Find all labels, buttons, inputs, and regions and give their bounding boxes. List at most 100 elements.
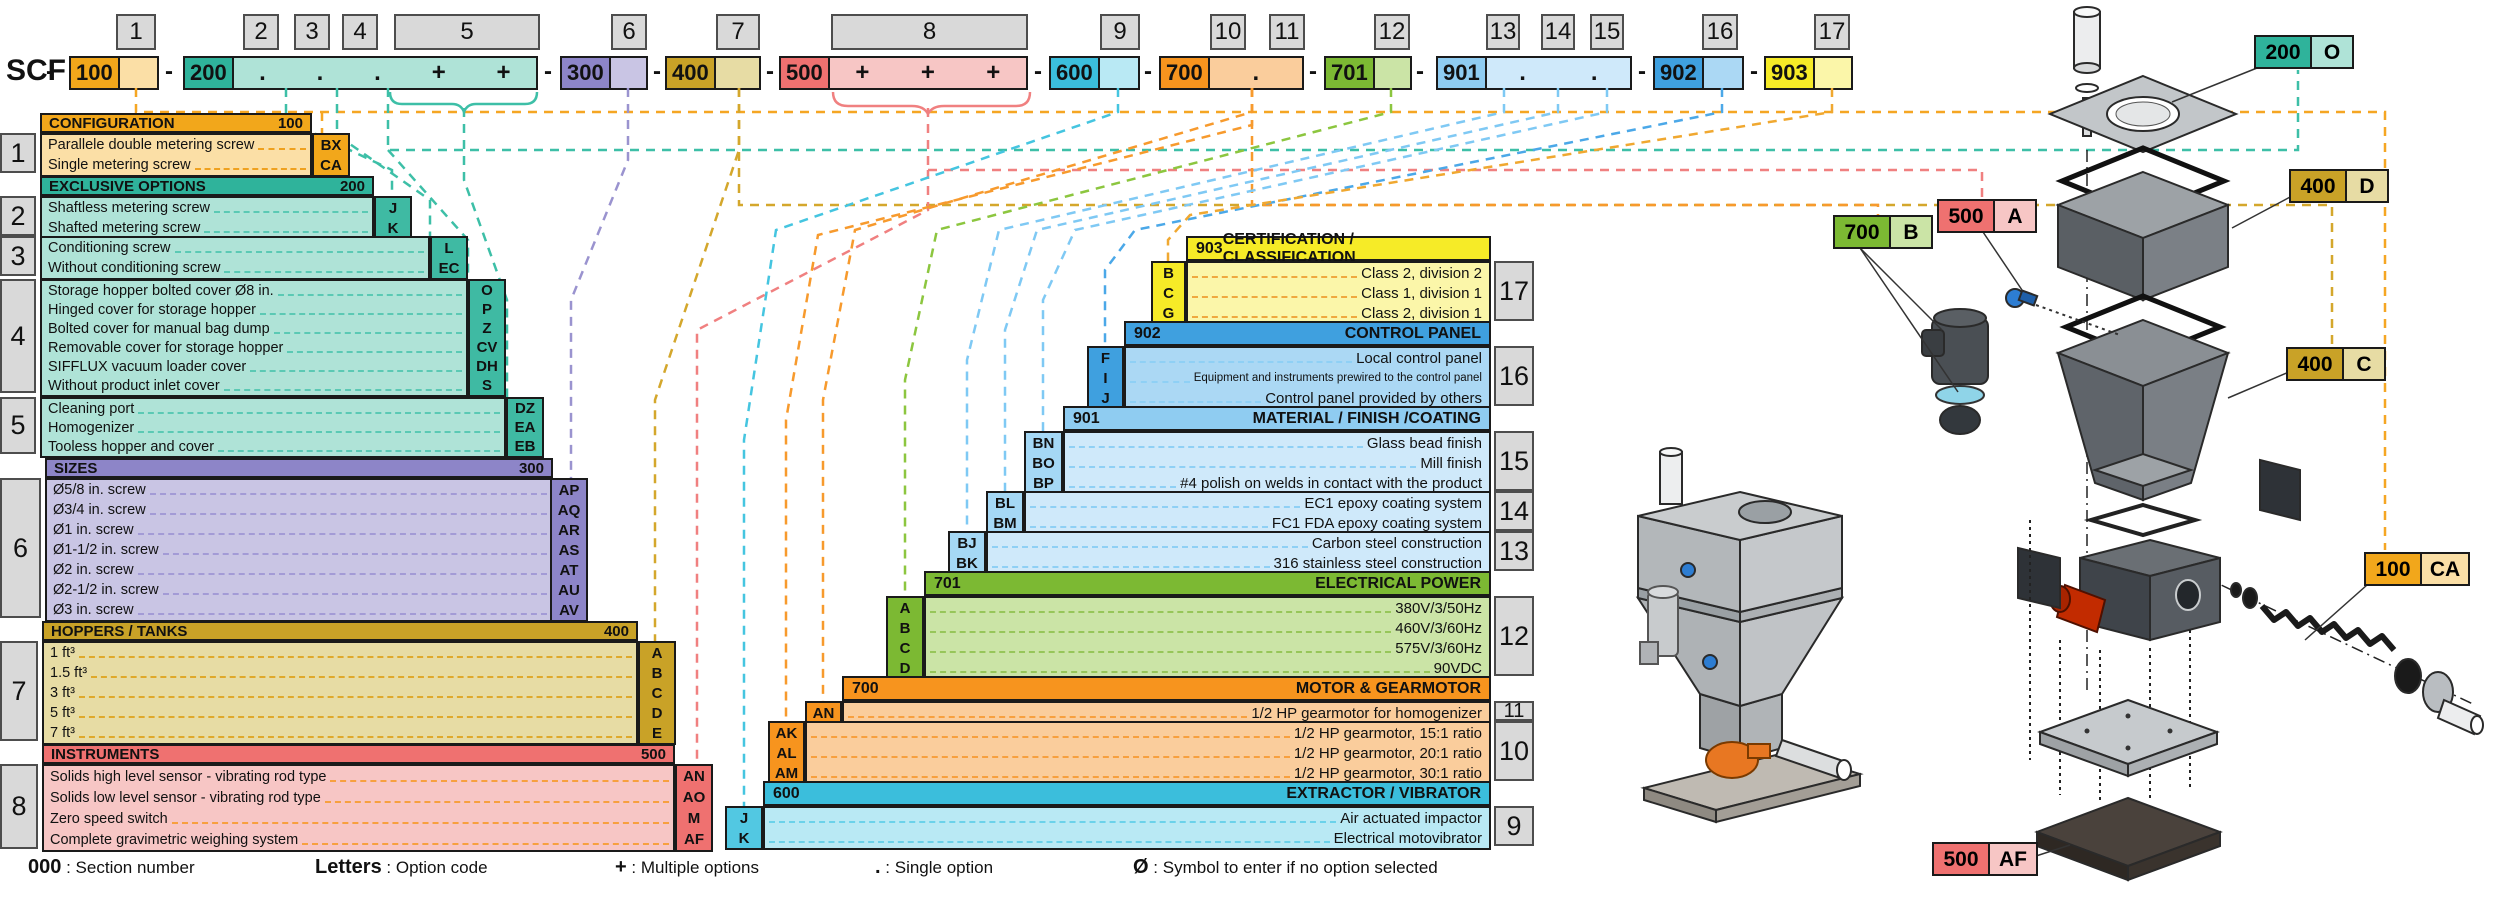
- table-row: 1/2 HP gearmotor, 15:1 ratio: [807, 723, 1489, 743]
- table-row: Ø1-1/2 in. screw: [47, 540, 551, 560]
- legend-single-option: . : Single option: [875, 856, 994, 878]
- table-title: MOTOR & GEARMOTOR: [1295, 679, 1481, 697]
- code-segment-100: 100: [69, 56, 159, 90]
- table-row: 5 ft³: [44, 703, 636, 723]
- separator: -: [1416, 58, 1424, 85]
- table-rows: Glass bead finish Mill finish #4 polish on…: [1063, 431, 1491, 495]
- table-row: Shafted metering screw: [42, 218, 372, 238]
- section-box-4: 4: [0, 279, 36, 393]
- table-row: Without conditioning screw: [42, 258, 428, 278]
- table-row: 316 stainless steel construction: [988, 553, 1489, 573]
- table-row: Solids low level sensor - vibrating rod …: [44, 787, 673, 808]
- table-section: 400: [603, 622, 629, 640]
- assembled-feeder: [1635, 447, 1864, 824]
- table-instruments: INSTRUMENTS 500 Solids high level sensor …: [42, 744, 713, 852]
- section-number-15: 15: [1590, 14, 1624, 50]
- segment-code: 902: [1655, 58, 1704, 88]
- gearmotor: [1921, 308, 1989, 435]
- section-number-1: 1: [116, 14, 156, 50]
- svg-text:500: 500: [1943, 848, 1978, 871]
- table-rows: Solids high level sensor - vibrating rod…: [42, 764, 675, 852]
- table-rows: Conditioning screw Without conditioning s…: [40, 236, 430, 280]
- table-rows: EC1 epoxy coating system FC1 FDA epoxy co…: [1024, 491, 1491, 535]
- table-row: Control panel provided by others: [1126, 388, 1489, 408]
- section-number-9: 9: [1100, 14, 1140, 50]
- table-row: Class 2, division 2: [1188, 263, 1489, 283]
- separator: -: [46, 58, 54, 85]
- legend-no-option-symbol: Ø : Symbol to enter if no option selecte…: [1133, 856, 1438, 878]
- table-row: Conditioning screw: [42, 238, 428, 258]
- table-exclusive-options: EXCLUSIVE OPTIONS 200 Shaftless metering …: [40, 176, 412, 240]
- hopper-cone: [2055, 318, 2231, 502]
- table-section: 700: [852, 679, 879, 697]
- svg-text:O: O: [2324, 41, 2340, 64]
- table-title: EXCLUSIVE OPTIONS: [49, 177, 206, 195]
- table-section: 200: [339, 177, 365, 195]
- table-row: Ø1 in. screw: [47, 520, 551, 540]
- table-title: HOPPERS / TANKS: [51, 622, 188, 640]
- section-box-14: 14: [1494, 491, 1534, 531]
- separator: -: [1638, 58, 1646, 85]
- separator: -: [1309, 58, 1317, 85]
- section-number-5: 5: [394, 14, 540, 50]
- table-rows: 1/2 HP gearmotor, 15:1 ratio 1/2 HP gearm…: [805, 721, 1491, 785]
- part-label-400-D: 400 D: [2289, 169, 2389, 203]
- code-segment-500: 500 + + +: [779, 56, 1028, 90]
- table-row: Without product inlet cover: [42, 376, 466, 395]
- separator: -: [766, 58, 774, 85]
- table-section: 902: [1134, 324, 1161, 342]
- table-row: Ø3/4 in. screw: [47, 500, 551, 520]
- table-row: Carbon steel construction: [988, 533, 1489, 553]
- level-sensor: [2005, 288, 2121, 336]
- legend-section-number: 000 : Section number: [28, 856, 195, 878]
- code-segment-901: 901 ..: [1436, 56, 1632, 90]
- option-codes: BJ BK: [948, 531, 986, 575]
- svg-text:B: B: [1903, 221, 1918, 244]
- section-number-16: 16: [1702, 14, 1738, 50]
- code-segment-300: 300: [560, 56, 648, 90]
- table-title: CONFIGURATION: [49, 114, 175, 132]
- table-configuration: CONFIGURATION 100 Parallele double meteri…: [40, 113, 350, 177]
- table-title: INSTRUMENTS: [51, 745, 160, 763]
- table-row: #4 polish on welds in contact with the p…: [1065, 473, 1489, 493]
- segment-options: ... + +: [259, 59, 511, 86]
- section-number-6: 6: [611, 14, 647, 50]
- table-row: Parallele double metering screw: [42, 135, 310, 155]
- table-row: 575V/3/60Hz: [926, 638, 1489, 658]
- table-title: EXTRACTOR / VIBRATOR: [1286, 784, 1481, 802]
- section-number-7: 7: [716, 14, 760, 50]
- segment-code: 400: [667, 58, 716, 88]
- table-sizes: SIZES 300 Ø5/8 in. screw Ø3/4 in. screw Ø1 …: [45, 458, 588, 622]
- table-row: 460V/3/60Hz: [926, 618, 1489, 638]
- section-box-7: 7: [0, 641, 38, 741]
- segment-code: 701: [1326, 58, 1375, 88]
- table-row: Bolted cover for manual bag dump: [42, 319, 466, 338]
- svg-text:C: C: [2356, 353, 2371, 376]
- code-segment-902: 902: [1653, 56, 1744, 90]
- section-number-13: 13: [1486, 14, 1520, 50]
- section-box-11: 11: [1494, 700, 1534, 722]
- separator: -: [653, 58, 661, 85]
- svg-text:D: D: [2359, 175, 2374, 198]
- table-row: Shaftless metering screw: [42, 198, 372, 218]
- table-row: Zero speed switch: [44, 808, 673, 829]
- assembly-bolts: [2029, 520, 2191, 800]
- mounting-bracket-left: [2017, 546, 2061, 610]
- table-row: 1 ft³: [44, 643, 636, 663]
- svg-text:500: 500: [1948, 205, 1983, 228]
- section-box-5: 5: [0, 397, 36, 454]
- segment-code: 200: [185, 58, 234, 88]
- option-codes: AP AQ AR AS AT AU AV: [550, 478, 588, 622]
- table-rows: Air actuated impactor Electrical motovibr…: [763, 806, 1491, 850]
- part-label-400-C: 400 C: [2286, 347, 2386, 381]
- separator: -: [1034, 58, 1042, 85]
- svg-text:700: 700: [1844, 221, 1879, 244]
- section-box-12: 12: [1494, 596, 1534, 676]
- section-number-14: 14: [1541, 14, 1575, 50]
- option-codes: L EC: [430, 236, 468, 280]
- table-row: Mill finish: [1065, 453, 1489, 473]
- table-row: Cleaning port: [42, 399, 504, 418]
- section-box-9: 9: [1494, 806, 1534, 846]
